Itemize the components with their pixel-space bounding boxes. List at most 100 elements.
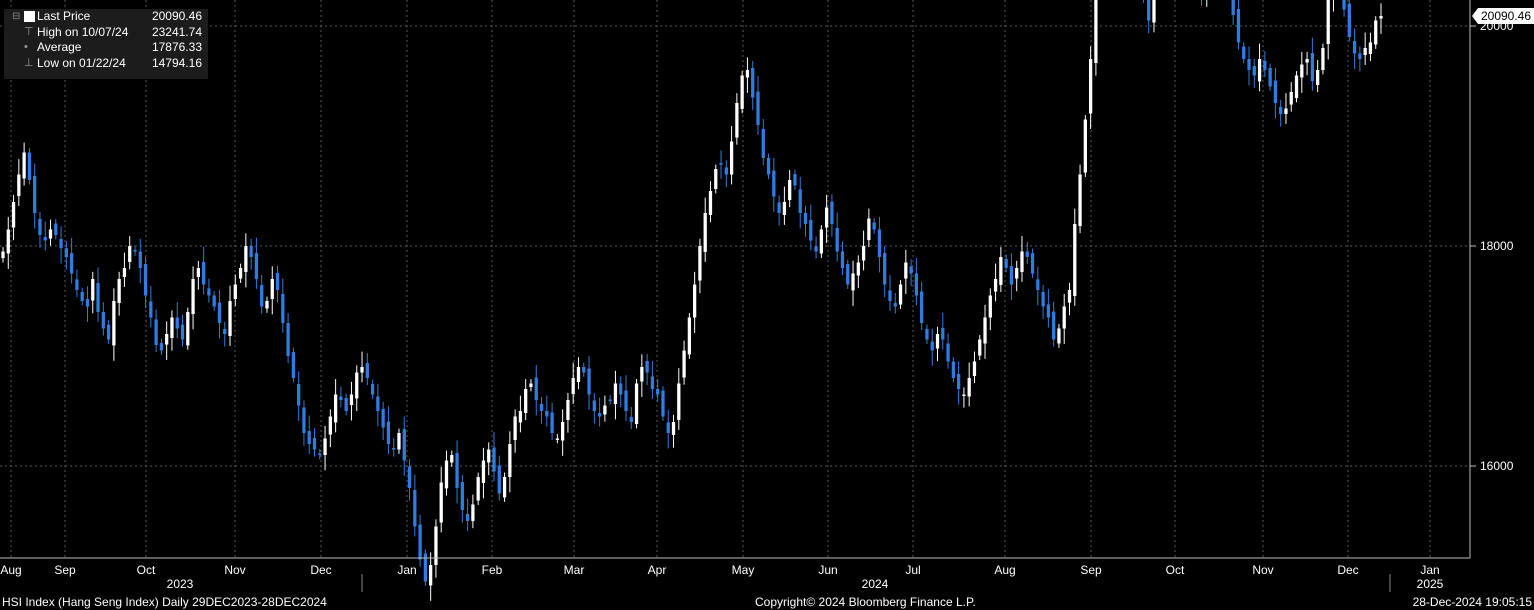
candle xyxy=(487,442,491,476)
candle-body xyxy=(186,312,190,346)
candle-body xyxy=(386,421,391,444)
candle-body xyxy=(983,317,987,344)
candle-body xyxy=(175,317,179,329)
candle xyxy=(1332,0,1334,12)
candle-body xyxy=(999,257,1003,285)
candle xyxy=(481,447,486,499)
candle-body xyxy=(1257,59,1262,82)
candle-body xyxy=(439,482,443,523)
candle xyxy=(85,286,90,322)
timestamp: 28-Dec-2024 19:05:15 xyxy=(1412,595,1532,609)
candle-body xyxy=(914,273,919,296)
candle-body xyxy=(460,482,464,510)
candle xyxy=(1236,0,1241,50)
candle-body xyxy=(798,189,802,213)
candle xyxy=(1358,46,1362,72)
candle xyxy=(1374,16,1378,49)
candle xyxy=(909,259,913,287)
candle-body xyxy=(793,174,797,186)
candle-body xyxy=(487,449,491,463)
candle xyxy=(772,157,776,212)
candle-body xyxy=(597,412,602,417)
candle-body xyxy=(613,383,618,404)
candle xyxy=(286,313,290,364)
candle xyxy=(281,278,285,333)
candle xyxy=(687,313,691,359)
candle-body xyxy=(608,399,612,402)
candle xyxy=(1046,289,1051,328)
x-tick-label: Jan xyxy=(1420,563,1439,577)
candle xyxy=(91,271,95,314)
candle-body xyxy=(766,158,771,175)
candle xyxy=(872,218,876,234)
candle-body xyxy=(671,422,676,435)
candle xyxy=(714,164,718,194)
legend-last-price: ⊟ Last Price 20090.46 xyxy=(12,9,202,23)
candle-body xyxy=(1363,48,1367,56)
candle-body xyxy=(634,383,639,424)
x-year-label: 2024 xyxy=(862,577,889,591)
x-tick-label: Oct xyxy=(1166,563,1185,577)
candle xyxy=(444,450,449,496)
candle xyxy=(745,57,750,93)
candle-body xyxy=(91,279,95,301)
candle-body xyxy=(946,343,950,362)
candle-body xyxy=(69,253,74,274)
candle-body xyxy=(233,284,237,300)
candle-body xyxy=(840,251,845,268)
candle-body xyxy=(904,262,908,279)
candle xyxy=(154,309,158,353)
candle-body xyxy=(450,455,454,463)
candle-body xyxy=(1041,291,1045,307)
candle xyxy=(297,371,301,421)
candle xyxy=(1352,28,1357,69)
candle xyxy=(228,285,232,346)
candle xyxy=(930,328,934,366)
candle-body xyxy=(1326,0,1330,45)
candle-body xyxy=(867,218,871,241)
candle xyxy=(1015,260,1019,292)
candle xyxy=(260,275,264,314)
candle-body xyxy=(1015,268,1019,279)
candle xyxy=(106,320,111,344)
candle xyxy=(1268,63,1272,91)
candle xyxy=(1231,0,1235,25)
candle-body xyxy=(481,460,486,483)
candle xyxy=(624,375,628,421)
candle-body xyxy=(1062,306,1066,329)
candle-body xyxy=(455,453,459,488)
candle-body xyxy=(355,372,359,399)
candle-body xyxy=(1273,80,1278,103)
candle xyxy=(64,241,68,270)
candle xyxy=(159,338,164,355)
candle-body xyxy=(1284,108,1288,114)
candle xyxy=(967,362,971,407)
candle xyxy=(1289,82,1293,112)
candle xyxy=(392,438,396,457)
candle-body xyxy=(38,218,42,235)
candle xyxy=(101,302,105,336)
candle-body xyxy=(54,223,58,235)
candle xyxy=(1279,99,1283,127)
candle xyxy=(1316,60,1320,93)
candle-body xyxy=(1046,304,1051,318)
candle xyxy=(1152,0,1156,33)
candle-body xyxy=(861,246,866,261)
candle-body xyxy=(951,361,955,378)
candle-body xyxy=(33,176,37,213)
candle xyxy=(1206,0,1208,7)
collapse-icon[interactable]: ⊟ xyxy=(12,11,21,22)
candle-body xyxy=(1305,59,1309,63)
candle-body xyxy=(624,390,628,411)
candle-body xyxy=(666,422,670,433)
candle xyxy=(582,362,586,377)
candle xyxy=(117,271,121,316)
candle-body xyxy=(687,317,691,355)
candle-body xyxy=(529,383,533,388)
candle xyxy=(460,474,464,523)
candle-body xyxy=(650,376,655,389)
candle-body xyxy=(318,453,322,455)
candle xyxy=(972,351,977,384)
candle xyxy=(983,304,987,359)
candle xyxy=(434,519,438,578)
